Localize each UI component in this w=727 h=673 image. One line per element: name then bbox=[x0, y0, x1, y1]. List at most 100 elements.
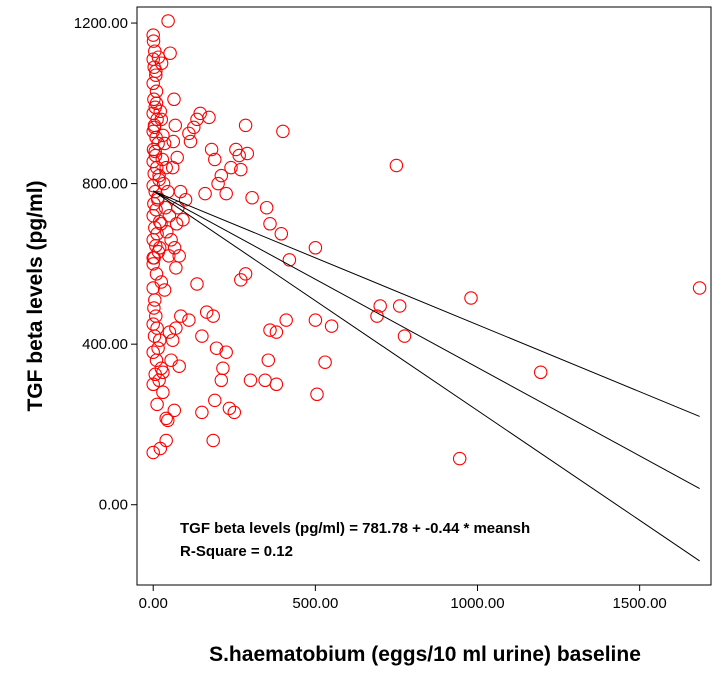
data-point bbox=[187, 120, 201, 135]
y-tick-label: 800.00 bbox=[82, 176, 128, 193]
data-point bbox=[151, 50, 166, 64]
data-point bbox=[154, 275, 169, 289]
data-point bbox=[146, 28, 160, 42]
data-point bbox=[152, 168, 166, 183]
y-tick-label: 400.00 bbox=[82, 336, 128, 353]
data-point bbox=[155, 152, 170, 167]
regression-lines bbox=[152, 190, 700, 562]
data-point bbox=[198, 186, 212, 201]
data-point bbox=[162, 208, 177, 223]
data-point bbox=[152, 333, 167, 347]
data-point bbox=[227, 405, 242, 420]
data-point bbox=[147, 92, 161, 107]
regression-equation: TGF beta levels (pg/ml) = 781.78 + -0.44… bbox=[180, 520, 530, 537]
data-point bbox=[150, 112, 164, 127]
data-point bbox=[164, 233, 178, 247]
data-point bbox=[282, 253, 297, 267]
data-point bbox=[149, 353, 164, 367]
data-point bbox=[167, 241, 182, 255]
data-point bbox=[158, 200, 173, 215]
data-point bbox=[195, 329, 209, 343]
data-point bbox=[279, 313, 293, 327]
data-point bbox=[318, 355, 332, 369]
x-tick-label: 500.00 bbox=[292, 595, 338, 612]
data-point bbox=[147, 120, 162, 135]
data-point bbox=[169, 321, 183, 335]
data-point bbox=[168, 118, 183, 133]
data-point bbox=[216, 361, 230, 376]
ci-upper-line bbox=[153, 190, 700, 417]
data-point bbox=[165, 333, 180, 347]
y-tick-label: 0.00 bbox=[99, 497, 128, 514]
data-point bbox=[157, 283, 172, 297]
data-point bbox=[152, 241, 167, 255]
data-point bbox=[149, 96, 164, 111]
data-point bbox=[183, 134, 198, 149]
data-point bbox=[146, 445, 160, 460]
data-point bbox=[147, 301, 161, 315]
ci-lower-line bbox=[152, 190, 700, 562]
y-axis-title: TGF beta levels (pg/ml) bbox=[24, 180, 47, 411]
data-point bbox=[147, 329, 162, 343]
data-point bbox=[310, 387, 324, 402]
data-point bbox=[258, 373, 272, 388]
data-point bbox=[195, 405, 209, 420]
r-square-label: R-Square = 0.12 bbox=[180, 543, 293, 560]
data-point bbox=[173, 184, 188, 199]
data-point bbox=[149, 84, 164, 99]
data-point bbox=[243, 373, 258, 388]
data-point bbox=[148, 144, 162, 159]
data-point bbox=[146, 281, 160, 295]
data-point bbox=[146, 178, 160, 193]
data-point bbox=[146, 377, 160, 392]
data-point bbox=[214, 168, 229, 183]
y-tick-label: 1200.00 bbox=[74, 15, 128, 32]
data-point bbox=[156, 128, 170, 143]
data-point bbox=[204, 142, 219, 157]
x-tick-label: 1500.00 bbox=[613, 595, 667, 612]
data-point bbox=[149, 267, 164, 281]
data-point bbox=[167, 403, 182, 418]
data-point bbox=[308, 241, 323, 255]
data-point bbox=[308, 313, 323, 327]
data-point bbox=[324, 319, 339, 333]
data-point bbox=[161, 413, 175, 428]
data-point bbox=[153, 441, 168, 456]
data-point bbox=[464, 291, 478, 305]
data-point bbox=[166, 134, 181, 149]
data-point bbox=[182, 313, 196, 327]
data-point bbox=[146, 34, 161, 48]
data-point bbox=[150, 321, 164, 335]
data-point bbox=[209, 341, 224, 355]
data-point bbox=[156, 385, 170, 400]
data-point bbox=[146, 345, 160, 359]
data-point bbox=[261, 353, 276, 367]
data-point bbox=[176, 212, 190, 227]
data-point bbox=[219, 186, 233, 201]
data-point bbox=[389, 158, 404, 173]
data-point bbox=[208, 152, 222, 167]
data-point bbox=[238, 118, 253, 133]
data-point bbox=[269, 377, 284, 392]
data-point bbox=[199, 305, 214, 319]
data-point bbox=[263, 217, 277, 231]
data-point bbox=[222, 401, 237, 416]
data-point bbox=[169, 261, 183, 275]
data-point bbox=[206, 433, 220, 448]
data-point bbox=[224, 160, 238, 175]
data-point bbox=[157, 136, 172, 151]
data-point bbox=[161, 14, 175, 28]
data-point bbox=[153, 104, 168, 119]
data-point bbox=[193, 106, 207, 121]
data-point bbox=[159, 411, 173, 426]
data-point bbox=[160, 225, 174, 239]
data-point bbox=[219, 345, 233, 359]
data-point bbox=[159, 160, 173, 175]
data-point bbox=[392, 299, 407, 313]
x-tick-label: 1000.00 bbox=[450, 595, 504, 612]
data-point bbox=[149, 309, 163, 323]
data-point bbox=[452, 451, 467, 466]
data-point bbox=[146, 317, 160, 331]
data-point bbox=[274, 227, 289, 241]
